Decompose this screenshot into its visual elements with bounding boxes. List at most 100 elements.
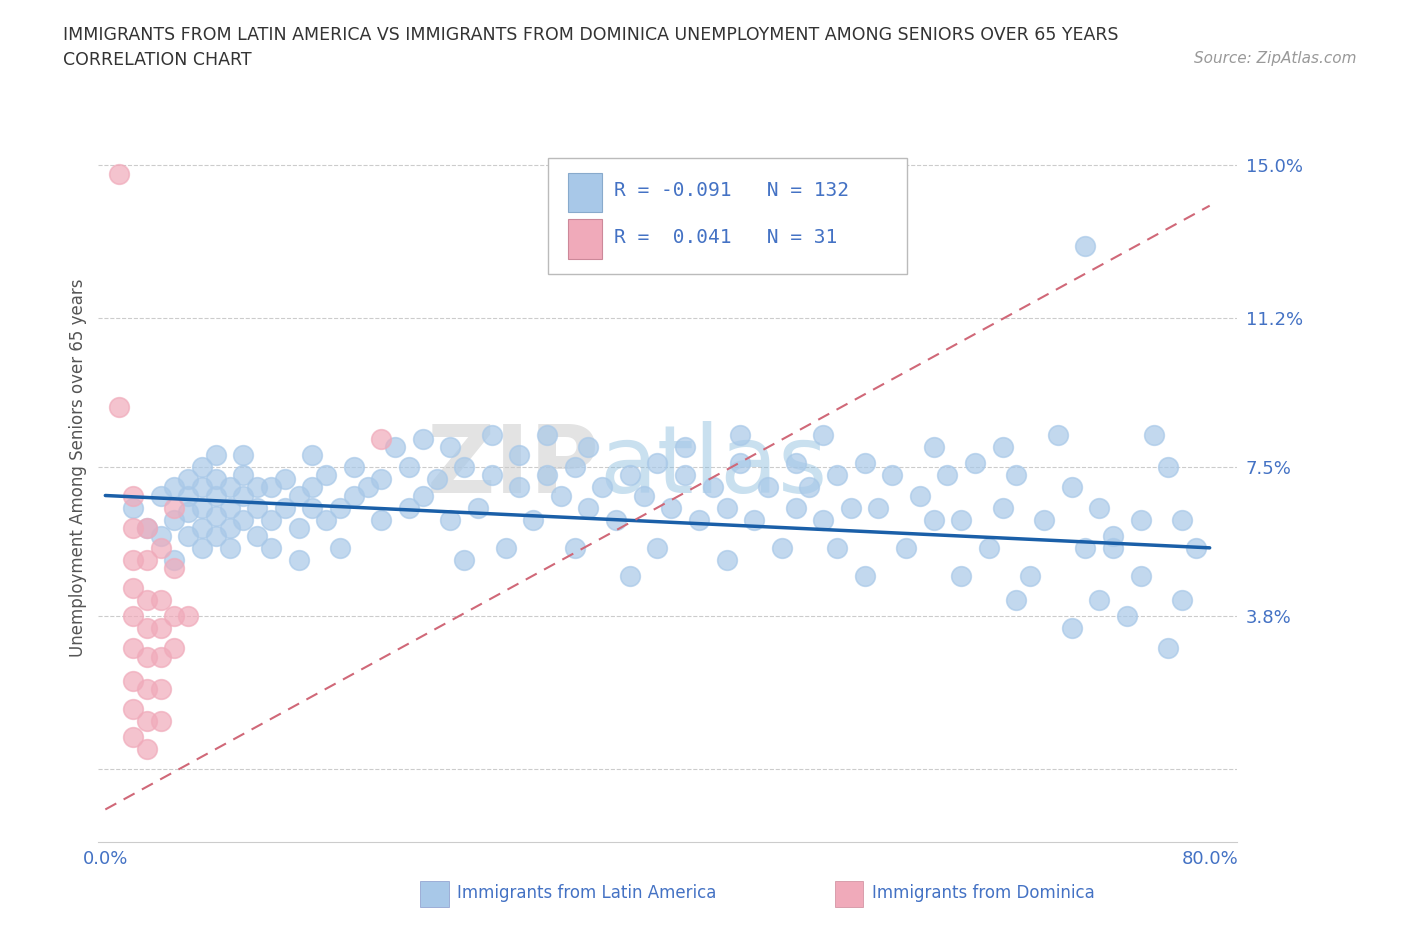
Point (785, 500, 807, 515)
Point (260, 512, 283, 527)
Point (246, 480, 269, 495)
Point (673, 468, 696, 483)
Text: atlas: atlas (599, 421, 828, 513)
Point (122, 729, 145, 744)
Point (991, 500, 1014, 515)
Point (467, 500, 489, 515)
Point (1005, 468, 1028, 483)
Point (922, 440, 945, 455)
Point (839, 500, 862, 515)
Point (730, 456, 752, 471)
Point (315, 468, 337, 483)
Point (770, 540, 793, 555)
Point (177, 528, 200, 543)
Point (1019, 568, 1042, 583)
Point (825, 540, 848, 555)
Point (246, 500, 269, 515)
Point (108, 166, 131, 181)
Point (1088, 592, 1111, 607)
Text: R = -0.091   N = 132: R = -0.091 N = 132 (614, 181, 849, 200)
Text: IMMIGRANTS FROM LATIN AMERICA VS IMMIGRANTS FROM DOMINICA UNEMPLOYMENT AMONG SEN: IMMIGRANTS FROM LATIN AMERICA VS IMMIGRA… (63, 26, 1119, 44)
Point (508, 448, 530, 463)
Point (191, 520, 214, 535)
Point (122, 500, 145, 515)
Point (218, 540, 240, 555)
Point (785, 456, 807, 471)
Point (356, 480, 378, 495)
Point (688, 512, 710, 527)
Point (135, 592, 157, 607)
Point (1102, 540, 1125, 555)
Point (1129, 568, 1152, 583)
Point (1115, 609, 1137, 624)
Point (191, 460, 214, 475)
Point (122, 673, 145, 688)
Point (135, 741, 157, 756)
Point (605, 512, 627, 527)
Point (149, 621, 172, 636)
Point (868, 500, 890, 515)
Point (633, 488, 655, 503)
Point (619, 568, 641, 583)
Point (756, 480, 779, 495)
Point (260, 480, 283, 495)
Point (481, 468, 503, 483)
Point (135, 552, 157, 567)
Point (481, 428, 503, 443)
Point (149, 528, 172, 543)
Point (673, 440, 696, 455)
Point (742, 512, 765, 527)
Point (191, 500, 214, 515)
Point (811, 512, 834, 527)
Point (522, 512, 544, 527)
Point (647, 540, 669, 555)
Point (135, 713, 157, 728)
Point (232, 468, 254, 483)
Point (232, 448, 254, 463)
Text: Immigrants from Dominica: Immigrants from Dominica (872, 884, 1094, 902)
Point (508, 480, 530, 495)
Point (564, 460, 586, 475)
Point (853, 456, 876, 471)
Point (122, 580, 145, 595)
Text: CORRELATION CHART: CORRELATION CHART (63, 51, 252, 69)
Point (811, 428, 834, 443)
Point (853, 568, 876, 583)
Text: R =  0.041   N = 31: R = 0.041 N = 31 (614, 228, 838, 246)
Point (301, 500, 323, 515)
Point (232, 512, 254, 527)
Point (1171, 512, 1194, 527)
Point (122, 520, 145, 535)
Point (536, 428, 558, 443)
Point (412, 488, 434, 503)
Point (1088, 500, 1111, 515)
Point (578, 500, 600, 515)
Point (1046, 428, 1069, 443)
Point (163, 500, 186, 515)
Point (122, 609, 145, 624)
Text: Immigrants from Latin America: Immigrants from Latin America (457, 884, 716, 902)
Point (1157, 641, 1180, 656)
Point (163, 480, 186, 495)
Point (922, 512, 945, 527)
Point (122, 488, 145, 503)
Point (384, 440, 406, 455)
Point (177, 504, 200, 519)
Point (177, 472, 200, 486)
Point (426, 472, 449, 486)
Point (163, 641, 186, 656)
Point (1129, 512, 1152, 527)
Point (1102, 528, 1125, 543)
Point (825, 468, 848, 483)
Point (122, 552, 145, 567)
Point (260, 540, 283, 555)
Point (274, 472, 297, 486)
Point (135, 520, 157, 535)
Point (495, 540, 517, 555)
Point (1060, 480, 1083, 495)
Point (343, 460, 366, 475)
Y-axis label: Unemployment Among Seniors over 65 years: Unemployment Among Seniors over 65 years (69, 278, 87, 657)
Point (149, 540, 172, 555)
Point (246, 528, 269, 543)
Point (702, 480, 724, 495)
